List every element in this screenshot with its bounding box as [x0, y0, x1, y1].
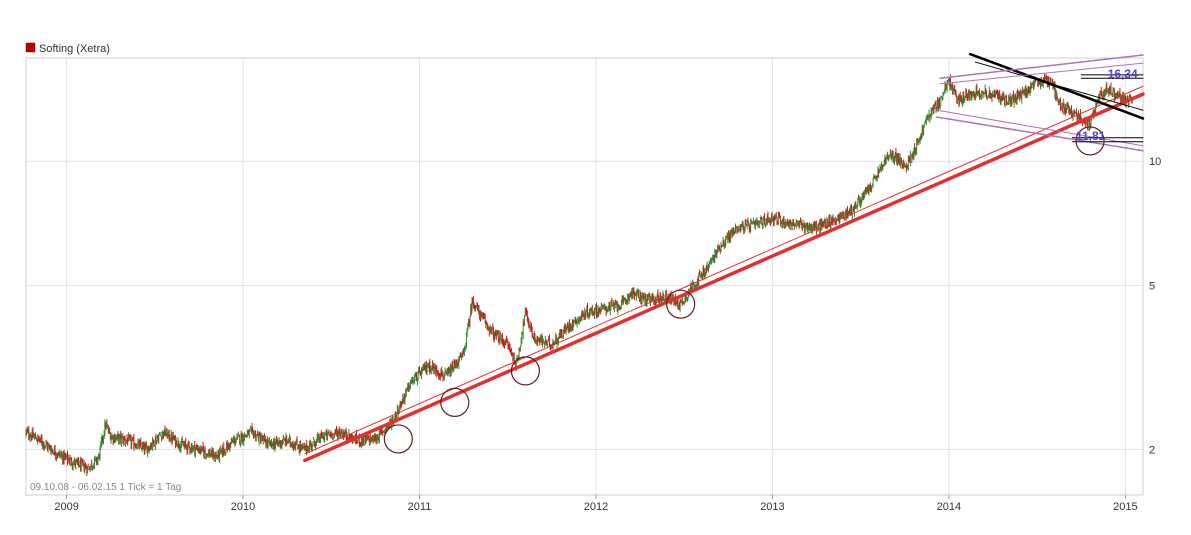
x-tick-label: 2015: [1113, 501, 1137, 513]
legend-label: Softing (Xetra): [39, 43, 110, 55]
x-tick-label: 2010: [231, 501, 255, 513]
x-tick-label: 2011: [408, 501, 432, 513]
x-tick-label: 2013: [760, 501, 784, 513]
trend-line: [939, 54, 1144, 79]
x-tick-label: 2014: [937, 501, 961, 513]
trend-line: [968, 52, 1145, 120]
x-tick-label: 2009: [54, 501, 78, 513]
support-circle: [383, 424, 413, 454]
y-tick-label: 2: [1149, 444, 1155, 456]
price-label: 16,34: [1108, 67, 1138, 81]
support-circle: [1075, 126, 1105, 156]
trend-line: [935, 116, 1144, 152]
legend-swatch: [25, 42, 36, 53]
support-circle: [666, 289, 696, 319]
date-range-label: 09.10.08 - 06.02.15 1 Tick = 1 Tag: [30, 482, 181, 493]
trend-line: [974, 61, 1144, 111]
support-circles: [383, 126, 1105, 454]
price-labels: 16,34 11,81: [1076, 67, 1138, 143]
trend-line: [936, 109, 1144, 147]
price-label: 11,81: [1076, 129, 1106, 143]
legend: Softing (Xetra): [25, 42, 110, 55]
x-axis: 2009 2010 2011 2012 2013 2014 2015: [54, 495, 1138, 513]
y-axis: 2 5 10: [1149, 156, 1161, 456]
support-circle: [440, 387, 470, 417]
x-tick-label: 2012: [584, 501, 608, 513]
y-tick-label: 5: [1149, 280, 1155, 292]
trend-line: [303, 92, 1145, 463]
trend-line: [939, 62, 1144, 85]
y-tick-label: 10: [1149, 156, 1161, 168]
plot-frame: [25, 57, 1144, 496]
support-circle: [510, 356, 540, 386]
